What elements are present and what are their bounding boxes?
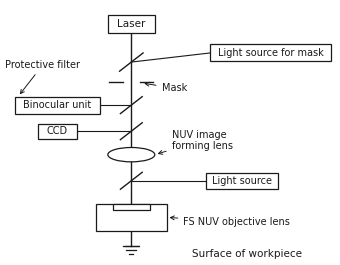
Bar (113, 204, 150, 210)
Text: FS NUV objective lens: FS NUV objective lens (170, 216, 290, 227)
Text: Surface of workpiece: Surface of workpiece (192, 249, 302, 259)
Bar (206, 173, 278, 189)
Text: Light source: Light source (212, 176, 272, 186)
Bar (38, 124, 77, 139)
Bar (108, 15, 155, 33)
Ellipse shape (108, 148, 155, 162)
Text: Binocular unit: Binocular unit (23, 100, 91, 110)
Text: NUV image
forming lens: NUV image forming lens (158, 130, 233, 154)
Text: Mask: Mask (145, 82, 187, 93)
Bar (96, 204, 167, 231)
Text: Laser: Laser (117, 19, 146, 29)
Text: Light source for mask: Light source for mask (218, 48, 323, 58)
Text: Protective filter: Protective filter (5, 60, 81, 94)
Bar (15, 97, 100, 114)
Text: CCD: CCD (47, 126, 68, 136)
Bar (210, 45, 331, 61)
